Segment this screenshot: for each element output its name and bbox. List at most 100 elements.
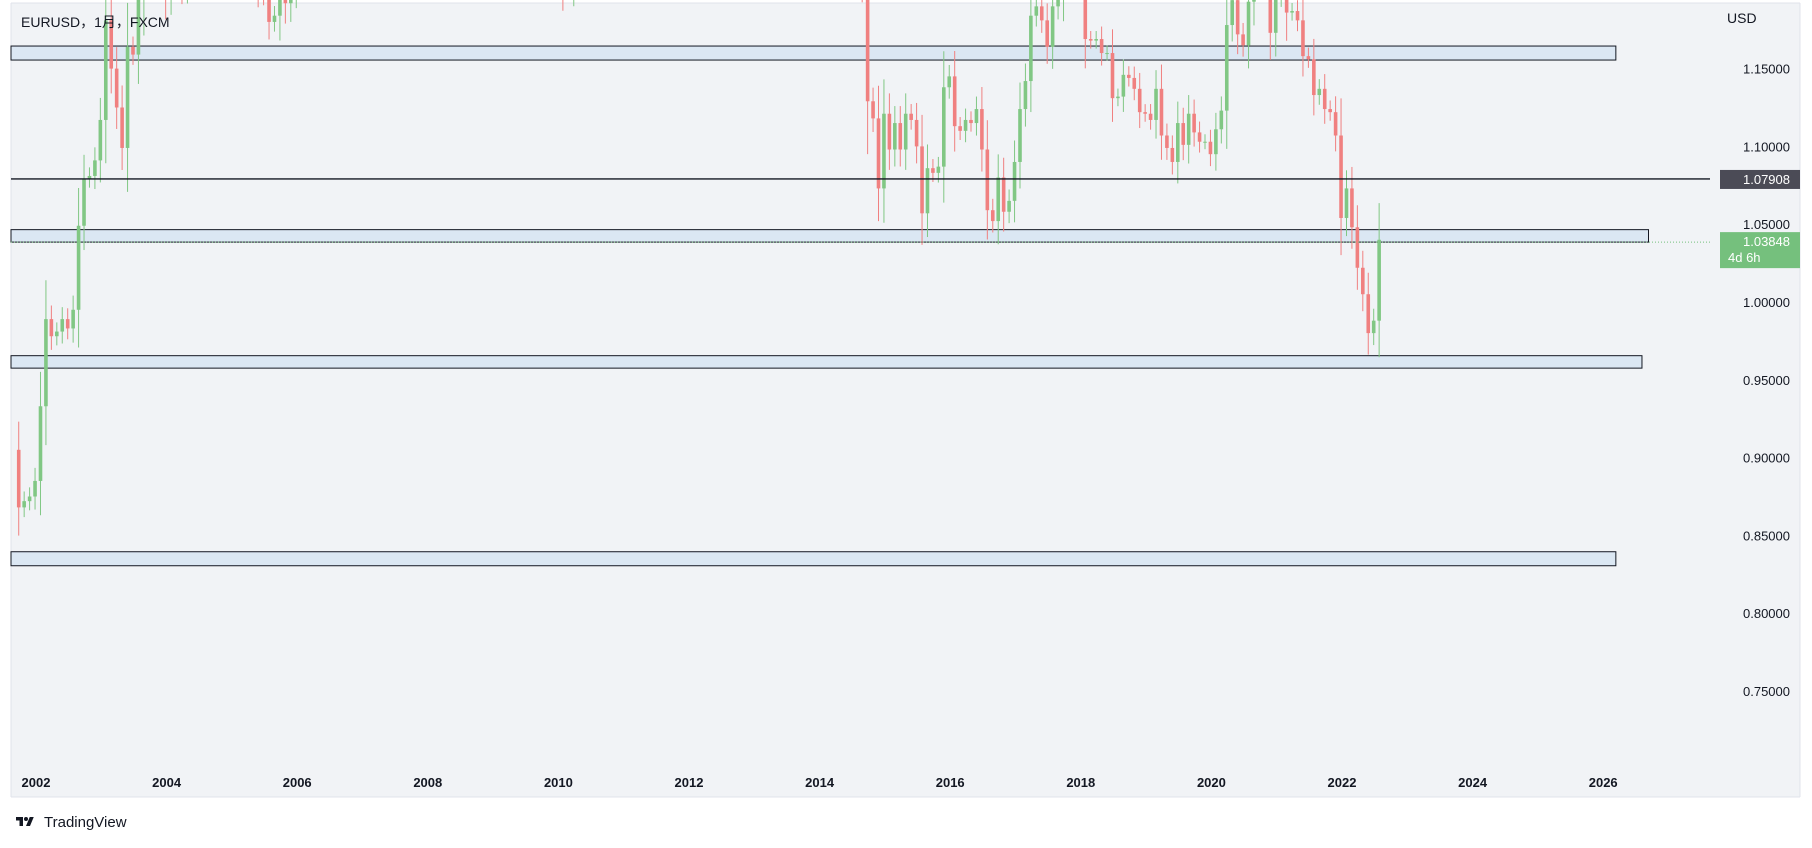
- year-tick-label: 2012: [675, 775, 704, 790]
- price-tick-label: 1.10000: [1743, 139, 1790, 154]
- candle-body: [1377, 239, 1381, 321]
- candle-body: [974, 109, 979, 124]
- candle-body: [1273, 0, 1278, 33]
- candle-body: [71, 309, 75, 329]
- candle-body: [16, 449, 21, 508]
- candle-body: [1252, 0, 1256, 2]
- candle-body: [1039, 6, 1044, 21]
- candle-body: [1214, 129, 1218, 155]
- marker-price-badge[interactable]: [1720, 169, 1800, 189]
- candle-body: [958, 126, 962, 131]
- candle-body: [1181, 123, 1186, 145]
- candle-body: [1159, 88, 1164, 136]
- zone-rect-4[interactable]: [10, 229, 1649, 243]
- candle-body: [1116, 96, 1120, 99]
- candle-body: [1094, 39, 1098, 41]
- candle-body: [1350, 188, 1354, 228]
- candle-body: [55, 331, 59, 337]
- candle-body: [82, 179, 86, 226]
- candle-body: [136, 0, 141, 55]
- candle-body: [1197, 132, 1202, 142]
- candle-body: [963, 119, 968, 131]
- candle-body: [1203, 141, 1207, 143]
- candle-body: [49, 319, 54, 337]
- year-tick-label: 2014: [805, 775, 835, 790]
- marker-price-badge-label: 1.07908: [1743, 172, 1790, 187]
- candle-body: [93, 160, 97, 176]
- candle-body: [1148, 113, 1153, 120]
- candle-body: [969, 119, 973, 124]
- candle-body: [1121, 74, 1126, 97]
- tradingview-brand-text: TradingView: [44, 813, 127, 831]
- candle-body: [1355, 227, 1360, 268]
- bar-countdown-label: 4d 6h: [1728, 250, 1761, 265]
- candle-body: [87, 175, 92, 180]
- zone-rect-6[interactable]: [10, 551, 1617, 567]
- candle-body: [1268, 0, 1273, 33]
- candle-body: [942, 87, 946, 167]
- candle-body: [1371, 320, 1376, 334]
- candle-body: [1165, 135, 1169, 148]
- candle-body: [980, 109, 984, 150]
- candle-body: [1312, 59, 1316, 96]
- price-axis[interactable]: 0.75000 0.80000 0.85000 0.90000 0.95000 1.000…: [1743, 0, 1790, 699]
- candle-body: [289, 0, 293, 4]
- candle-body: [1045, 20, 1049, 47]
- candle-body: [1344, 188, 1349, 218]
- tradingview-branding[interactable]: TradingView: [12, 812, 127, 832]
- candle-body: [985, 149, 990, 211]
- candle-body: [1007, 200, 1011, 212]
- candle-body: [1301, 20, 1305, 57]
- candle-body: [1241, 34, 1245, 46]
- candle-body: [76, 225, 81, 310]
- price-tick-label: 0.90000: [1743, 451, 1790, 466]
- candle-body: [98, 119, 103, 161]
- tradingview-logo-icon: [16, 817, 34, 826]
- candle-body: [120, 107, 124, 148]
- year-tick-label: 2016: [936, 775, 965, 790]
- candle-body: [1186, 113, 1191, 145]
- zone-rect-3[interactable]: [10, 45, 1617, 61]
- last-price-badge[interactable]: [1720, 232, 1800, 269]
- candle-body: [936, 166, 941, 173]
- candle-body: [131, 46, 135, 55]
- candle-body: [898, 123, 903, 150]
- candle-body: [1023, 81, 1028, 110]
- last-price-badge-label: 1.03848: [1743, 234, 1790, 249]
- price-tick-label: 0.85000: [1743, 528, 1790, 543]
- time-axis[interactable]: 2002 2004 2006 2008 2010 2012 2014 2016 2018 2020…: [22, 775, 1618, 790]
- candle-body: [1230, 0, 1235, 26]
- candle-body: [272, 15, 277, 22]
- candle-body: [1127, 74, 1131, 78]
- candle-body: [1110, 53, 1115, 99]
- candle-body: [267, 0, 271, 22]
- zone-rect-5[interactable]: [10, 355, 1643, 369]
- candle-body: [103, 20, 108, 120]
- candle-body: [33, 480, 37, 497]
- candle-body: [920, 146, 924, 214]
- candle-body: [1029, 15, 1033, 82]
- symbol-title[interactable]: EURUSD，1月，FXCM: [21, 14, 170, 30]
- candle-body: [1246, 1, 1251, 46]
- candle-body: [871, 101, 875, 119]
- candle-body: [22, 501, 26, 508]
- candle-body: [882, 113, 886, 189]
- year-tick-label: 2022: [1328, 775, 1357, 790]
- candle-body: [278, 0, 282, 16]
- candle-body: [1170, 147, 1175, 162]
- candle-body: [65, 319, 70, 329]
- candle-body: [1132, 77, 1137, 89]
- candle-body: [1322, 88, 1327, 110]
- candle-body: [1012, 161, 1017, 201]
- candle-body: [1290, 11, 1294, 13]
- time-scale-background[interactable]: [11, 765, 1800, 797]
- year-tick-label: 2024: [1458, 775, 1488, 790]
- candle-body: [876, 118, 881, 189]
- price-scale-background[interactable]: [1710, 3, 1800, 765]
- candle-body: [1056, 0, 1060, 7]
- price-tick-label: 0.75000: [1743, 684, 1790, 699]
- candle-body: [952, 76, 957, 127]
